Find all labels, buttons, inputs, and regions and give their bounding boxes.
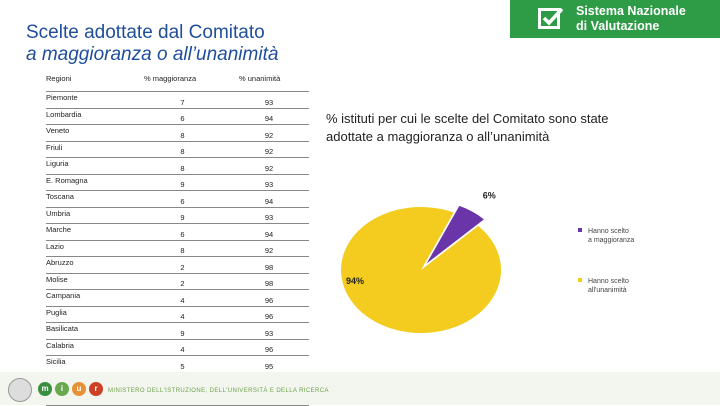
maggioranza-cell: 5 xyxy=(136,355,229,373)
unanimita-cell: 92 xyxy=(229,124,309,142)
pie-slice xyxy=(426,205,484,264)
miur-letter: i xyxy=(55,382,69,396)
region-cell: Puglia xyxy=(46,306,136,323)
unanimita-cell: 92 xyxy=(229,240,309,257)
region-cell: E. Romagna xyxy=(46,174,136,191)
maggioranza-cell: 9 xyxy=(136,174,229,191)
title-line-1: Scelte adottate dal Comitato xyxy=(26,22,265,43)
legend-swatch xyxy=(578,278,582,282)
table-row: Campania 4 96 xyxy=(46,289,309,307)
table-row: Lombardia 6 94 xyxy=(46,108,309,125)
unanimita-cell: 96 xyxy=(229,339,309,356)
miur-letter: r xyxy=(89,382,103,396)
unanimita-cell: 96 xyxy=(229,289,309,307)
table-row: Molise 2 98 xyxy=(46,273,309,290)
maggioranza-cell: 4 xyxy=(136,339,229,356)
table-row: Liguria 8 92 xyxy=(46,157,309,175)
unanimita-cell: 98 xyxy=(229,273,309,290)
unanimita-cell: 96 xyxy=(229,306,309,323)
table-row: Veneto 8 92 xyxy=(46,124,309,142)
table-row: Calabria 4 96 xyxy=(46,339,309,356)
maggioranza-cell: 9 xyxy=(136,322,229,340)
ministry-name: MINISTERO DELL'ISTRUZIONE, DELL'UNIVERSI… xyxy=(108,388,329,394)
unanimita-cell: 94 xyxy=(229,223,309,241)
region-cell: Lazio xyxy=(46,240,136,257)
header-maggioranza: % maggioranza xyxy=(136,70,229,92)
maggioranza-cell: 6 xyxy=(136,223,229,241)
table-row: Puglia 4 96 xyxy=(46,306,309,323)
pie-chart: 6% 94% Hanno scelto a maggioranza Hanno scel… xyxy=(341,190,634,333)
region-cell: Molise xyxy=(46,273,136,290)
legend-label: Hanno scelto all'unanimità xyxy=(588,278,629,294)
unanimita-cell: 93 xyxy=(229,91,309,109)
republic-emblem-icon xyxy=(8,378,32,402)
unanimita-cell: 93 xyxy=(229,207,309,224)
legend-swatch xyxy=(578,228,582,232)
table-row: Toscana 6 94 xyxy=(46,190,309,208)
maggioranza-cell: 8 xyxy=(136,141,229,158)
region-cell: Calabria xyxy=(46,339,136,356)
region-cell: Sicilia xyxy=(46,355,136,373)
region-cell: Liguria xyxy=(46,157,136,175)
unanimita-cell: 92 xyxy=(229,157,309,175)
maggioranza-cell: 8 xyxy=(136,157,229,175)
unanimita-cell: 98 xyxy=(229,256,309,274)
page-title: Scelte adottate dal Comitato a maggioran… xyxy=(26,22,278,66)
maggioranza-cell: 2 xyxy=(136,273,229,290)
region-cell: Campania xyxy=(46,289,136,307)
chart-subtitle: % istituti per cui le scelte del Comitat… xyxy=(326,111,609,144)
check-box-icon xyxy=(538,7,564,29)
region-cell: Friuli xyxy=(46,141,136,158)
regions-table: Regioni % maggioranza % unanimità Piemon… xyxy=(46,70,309,406)
unanimita-cell: 93 xyxy=(229,174,309,191)
unanimita-cell: 94 xyxy=(229,190,309,208)
region-cell: Umbria xyxy=(46,207,136,224)
maggioranza-cell: 6 xyxy=(136,190,229,208)
legend-label: Hanno scelto a maggioranza xyxy=(588,228,634,244)
header-regioni: Regioni xyxy=(46,70,136,92)
region-cell: Abruzzo xyxy=(46,256,136,274)
maggioranza-cell: 4 xyxy=(136,289,229,307)
maggioranza-cell: 8 xyxy=(136,124,229,142)
maggioranza-cell: 4 xyxy=(136,306,229,323)
table-row: Lazio 8 92 xyxy=(46,240,309,257)
pie-data-label: 94% xyxy=(346,276,364,286)
table-row: Friuli 8 92 xyxy=(46,141,309,158)
maggioranza-cell: 7 xyxy=(136,91,229,109)
table-row: Marche 6 94 xyxy=(46,223,309,241)
pie-data-label: 6% xyxy=(483,190,496,200)
table-row: Basilicata 9 93 xyxy=(46,322,309,340)
maggioranza-cell: 2 xyxy=(136,256,229,274)
region-cell: Toscana xyxy=(46,190,136,208)
title-line-2: a maggioranza o all’unanimità xyxy=(26,44,279,65)
unanimita-cell: 94 xyxy=(229,108,309,125)
footer-band xyxy=(0,372,720,405)
region-cell: Basilicata xyxy=(46,322,136,340)
table-row: Sicilia 5 95 xyxy=(46,355,309,373)
snv-logo: Sistema Nazionale di Valutazione xyxy=(510,0,720,38)
table-header-row: Regioni % maggioranza % unanimità xyxy=(46,70,309,92)
unanimita-cell: 92 xyxy=(229,141,309,158)
region-cell: Marche xyxy=(46,223,136,241)
unanimita-cell: 93 xyxy=(229,322,309,340)
region-cell: Lombardia xyxy=(46,108,136,125)
table-row: Piemonte 7 93 xyxy=(46,91,309,109)
table-row: Abruzzo 2 98 xyxy=(46,256,309,274)
miur-letter: m xyxy=(38,382,52,396)
maggioranza-cell: 9 xyxy=(136,207,229,224)
logo-line-2: di Valutazione xyxy=(576,19,660,33)
table-row: E. Romagna 9 93 xyxy=(46,174,309,191)
pie-slice xyxy=(341,206,501,333)
region-cell: Veneto xyxy=(46,124,136,142)
maggioranza-cell: 8 xyxy=(136,240,229,257)
maggioranza-cell: 6 xyxy=(136,108,229,125)
logo-line-1: Sistema Nazionale xyxy=(576,4,686,18)
region-cell: Piemonte xyxy=(46,91,136,109)
table-row: Umbria 9 93 xyxy=(46,207,309,224)
unanimita-cell: 95 xyxy=(229,355,309,373)
miur-letter: u xyxy=(72,382,86,396)
header-unanimita: % unanimità xyxy=(229,70,309,92)
